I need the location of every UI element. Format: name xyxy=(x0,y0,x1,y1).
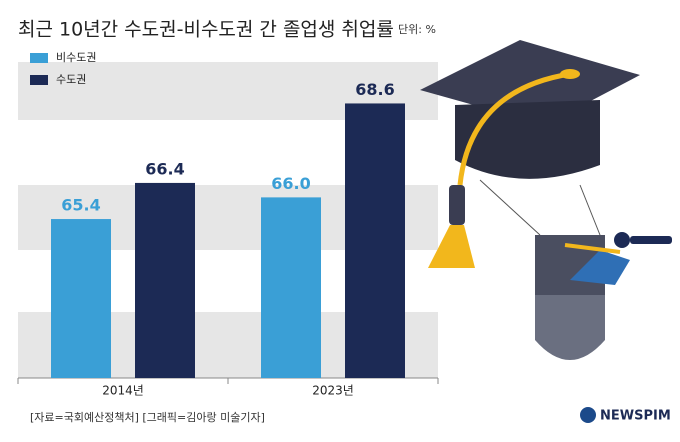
logo-icon xyxy=(580,407,596,423)
legend-swatch xyxy=(30,53,48,63)
legend-label: 비수도권 xyxy=(56,51,96,64)
illustration xyxy=(420,40,672,360)
bar xyxy=(51,219,111,378)
unit: 단위: % xyxy=(398,23,436,36)
source: [자료=국회예산정책처] [그래픽=김아랑 미술기자] xyxy=(30,411,265,424)
legend-label: 수도권 xyxy=(56,73,86,86)
bar xyxy=(135,182,195,378)
legend-swatch xyxy=(30,75,48,85)
value-label: 66.4 xyxy=(145,159,184,178)
logo: NEWSPIM xyxy=(600,409,671,424)
bar xyxy=(261,197,321,378)
value-label: 68.6 xyxy=(355,80,394,99)
bar xyxy=(345,103,405,378)
x-tick-label: 2014년 xyxy=(102,384,144,398)
value-label: 65.4 xyxy=(61,196,100,215)
x-tick-label: 2023년 xyxy=(312,384,354,398)
chart-title: 최근 10년간 수도권-비수도권 간 졸업생 취업률 xyxy=(18,19,394,41)
value-label: 66.0 xyxy=(271,174,310,193)
